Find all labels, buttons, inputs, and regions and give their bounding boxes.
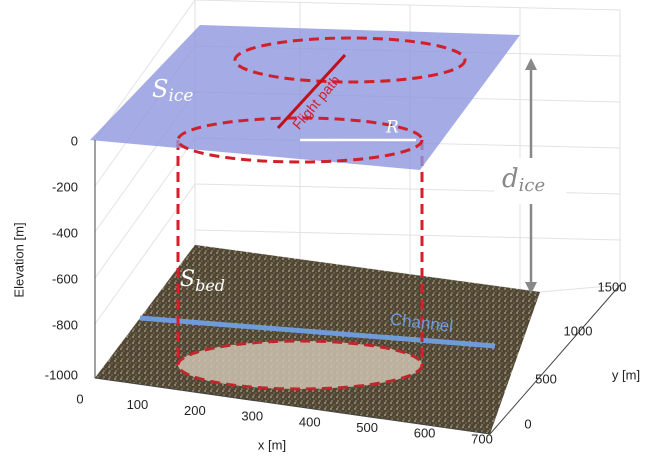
x-tick-label: 200 <box>184 403 206 418</box>
x-tick-label: 100 <box>127 397 149 412</box>
s-ice-label: Sice <box>152 75 193 106</box>
tick-labels: 0 -200 -400 -600 -800 -1000 0 100 200 300 400 500 60… <box>45 133 627 446</box>
arrow-head <box>525 282 537 294</box>
z-tick-label: -800 <box>52 317 78 332</box>
s-bed-label: Sbed <box>180 267 225 295</box>
x-tick-label: 500 <box>356 420 378 435</box>
z-tick-label: -400 <box>52 225 78 240</box>
arrow-head <box>525 58 537 70</box>
z-tick-label: -200 <box>52 179 78 194</box>
x-tick-label: 600 <box>414 426 436 441</box>
z-axis-label: Elevation [m] <box>11 222 26 297</box>
flight-ellipse <box>233 36 467 84</box>
z-tick-label: -600 <box>52 271 78 286</box>
y-axis <box>489 284 621 435</box>
radius-label: R <box>385 118 399 138</box>
ice-ellipse <box>176 116 424 164</box>
x-tick-label: 0 <box>76 391 83 406</box>
d-ice-label: dice <box>502 164 545 196</box>
x-tick-label: 300 <box>241 409 263 424</box>
channel-line <box>139 315 496 349</box>
y-axis-label: y [m] <box>612 367 640 382</box>
y-tick-label: 0 <box>524 416 531 431</box>
bed-surface <box>95 245 540 434</box>
x-tick-label: 400 <box>299 414 321 429</box>
z-tick-label: 0 <box>71 133 78 148</box>
flight-path-line <box>276 53 347 130</box>
y-tick-label: 500 <box>535 371 557 386</box>
x-tick-label: 700 <box>471 431 493 446</box>
z-tick-label: -1000 <box>45 367 78 382</box>
y-tick-label: 1000 <box>564 323 593 338</box>
x-axis-label: x [m] <box>258 437 286 452</box>
x-axis <box>94 377 491 435</box>
bed-ellipse <box>176 339 424 391</box>
y-tick-label: 1500 <box>598 279 627 294</box>
label-box <box>494 158 566 204</box>
